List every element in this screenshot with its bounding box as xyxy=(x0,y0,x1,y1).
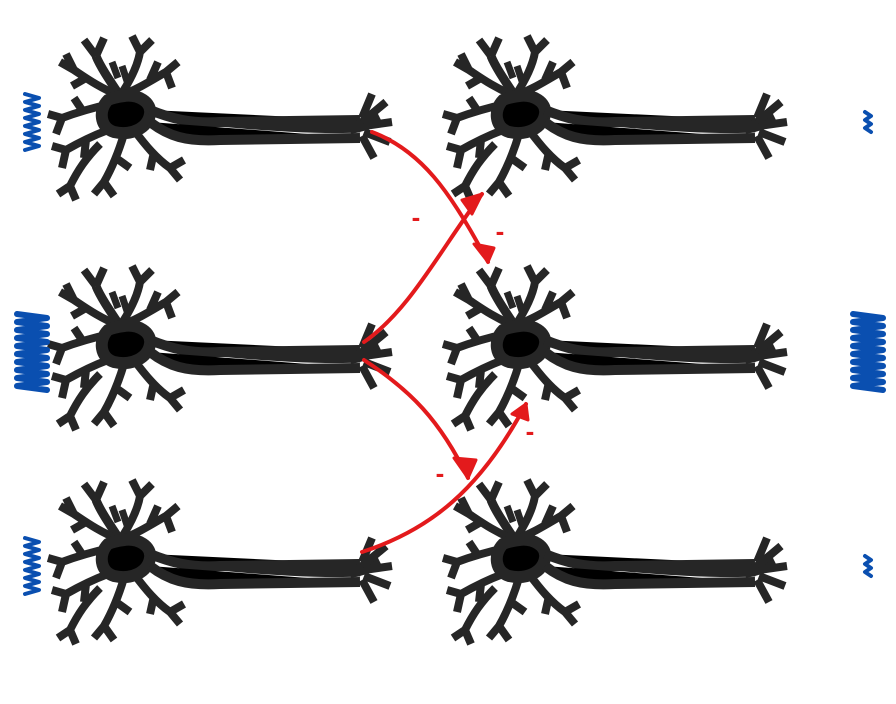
activity-scribble-middle-right xyxy=(850,311,886,393)
activity-scribble-top-right xyxy=(863,110,873,134)
activity-scribble-bottom-left xyxy=(23,536,41,596)
neuron-top-left xyxy=(48,36,392,200)
minus-sign-label: - xyxy=(496,216,505,246)
neuron-middle-right xyxy=(443,266,787,430)
inhibition-arrowhead xyxy=(452,456,478,480)
minus-sign-label: - xyxy=(412,202,421,232)
activity-scribble-bottom-right xyxy=(863,554,873,578)
inhibition-arrow-middle-left-to-top-right xyxy=(362,192,484,344)
inhibition-arrowhead xyxy=(472,242,496,264)
neuron-bottom-right xyxy=(443,480,787,644)
minus-sign-label: - xyxy=(526,416,535,446)
neuron-middle-left xyxy=(48,266,392,430)
neuron-top-right xyxy=(443,36,787,200)
inhibition-arrowhead xyxy=(460,192,484,216)
activity-scribble-top-left xyxy=(23,92,41,152)
minus-sign-label: - xyxy=(436,458,445,488)
inhibition-arrow-top-left-to-middle-right xyxy=(370,130,490,264)
inhibition-arrowhead xyxy=(510,402,530,422)
activity-scribble-middle-left xyxy=(14,311,50,393)
neuron-bottom-left xyxy=(48,480,392,644)
inhibition-arrow-bottom-left-to-middle-right xyxy=(360,402,528,554)
